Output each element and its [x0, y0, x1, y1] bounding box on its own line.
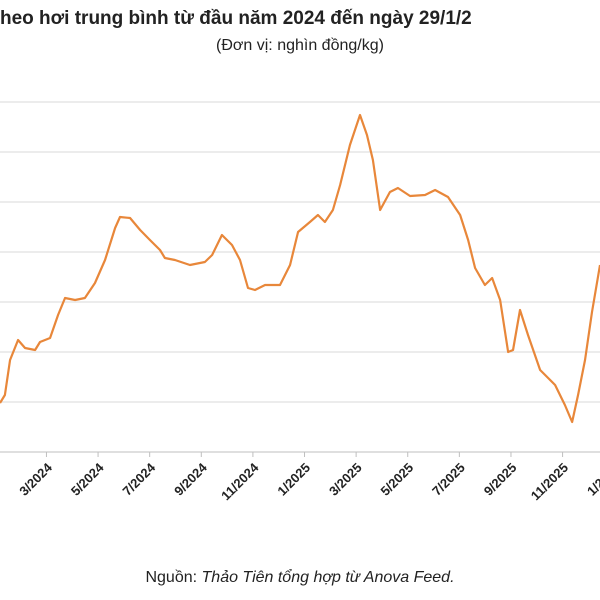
source: Nguồn: Thảo Tiên tổng hợp từ Anova Feed.	[145, 568, 454, 586]
source-text: Thảo Tiên tổng hợp từ Anova Feed.	[202, 568, 455, 586]
x-tick-label: 7/2025	[429, 460, 468, 499]
line	[0, 113, 600, 424]
x-tick-label: 5/2025	[378, 460, 417, 499]
x-tick-label: 1/2025	[274, 460, 313, 499]
x-tick-label: 3/2025	[326, 460, 365, 499]
x-tick-label: 7/2024	[120, 459, 159, 498]
x-tick-label: 9/2025	[481, 460, 520, 499]
chart-title: heo hơi trung bình từ đầu năm 2024 đến n…	[0, 8, 472, 29]
chart-subtitle: (Đơn vị: nghìn đồng/kg)	[216, 37, 384, 54]
x-tick-label: 11/2024	[218, 459, 262, 503]
x-tick-label: 9/2024	[171, 459, 210, 498]
x-tick-label: 11/2025	[528, 460, 571, 503]
x-tick-label: 3/2024	[16, 459, 55, 498]
x-tick-label: 5/2024	[68, 459, 107, 498]
source-label: Nguồn:	[145, 569, 197, 586]
x-tick-label: 1/2026	[584, 460, 600, 499]
